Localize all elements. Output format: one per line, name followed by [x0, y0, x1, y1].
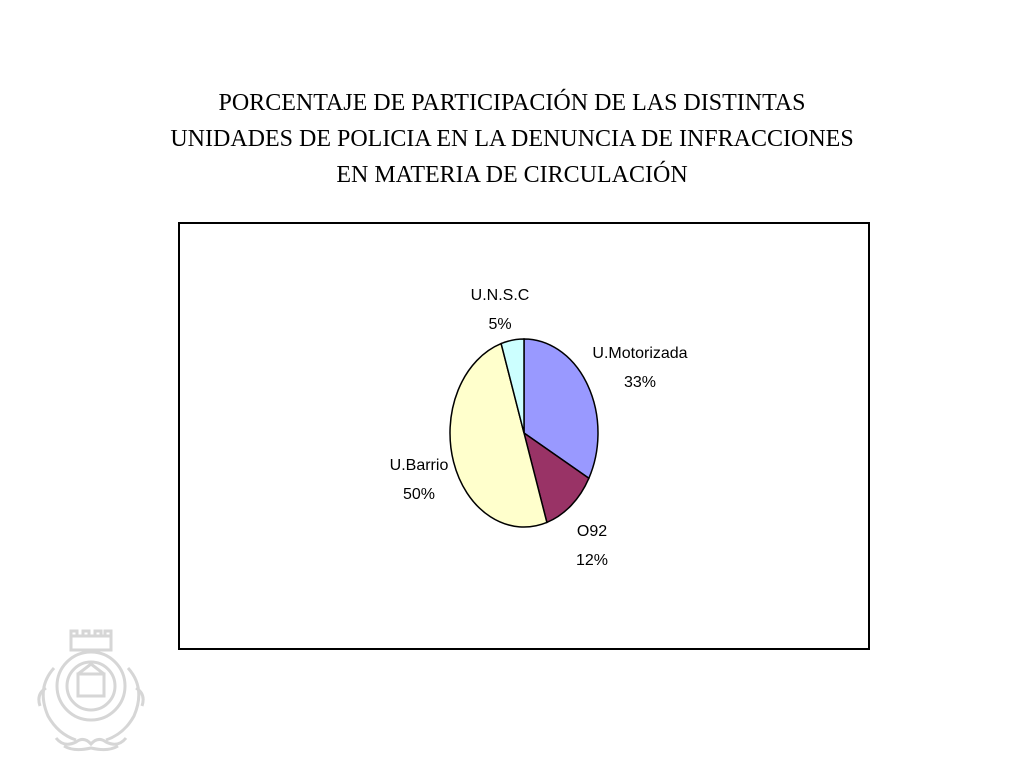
pie-chart: U.Motorizada 33% O92 12% U.Barrio 50% U.N.S.C 5…	[390, 287, 688, 569]
slice-label-name: O92	[577, 523, 607, 540]
pie-slice-u-n-s-c	[500, 338, 525, 434]
pie-slice-u-barrio	[449, 342, 548, 528]
pie-slice-o92	[522, 431, 590, 524]
pie-slice-u-motorizada	[523, 338, 599, 480]
municipal-crest-watermark-icon	[37, 629, 145, 752]
slice-label-percent: 50%	[403, 486, 435, 503]
chart-frame: U.Motorizada 33% O92 12% U.Barrio 50% U.N.S.C 5…	[178, 222, 870, 650]
slide-title: PORCENTAJE DE PARTICIPACIÓN DE LAS DISTI…	[62, 85, 962, 193]
slice-label-name: U.Barrio	[390, 457, 449, 474]
slice-label-percent: 33%	[624, 374, 656, 391]
slice-label-name: U.Motorizada	[592, 345, 687, 362]
title-line: UNIDADES DE POLICIA EN LA DENUNCIA DE IN…	[170, 126, 854, 152]
title-line: PORCENTAJE DE PARTICIPACIÓN DE LAS DISTI…	[218, 90, 806, 116]
slice-label-percent: 12%	[576, 552, 608, 569]
slice-label-percent: 5%	[488, 316, 511, 333]
slice-label-name: U.N.S.C	[471, 287, 530, 304]
title-line: EN MATERIA DE CIRCULACIÓN	[336, 162, 688, 188]
